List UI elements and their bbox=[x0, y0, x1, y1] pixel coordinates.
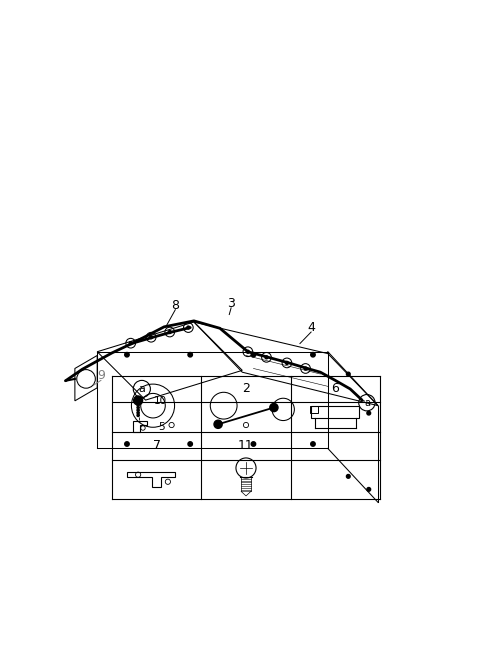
Text: 5: 5 bbox=[158, 422, 165, 432]
Circle shape bbox=[129, 342, 132, 344]
Circle shape bbox=[311, 352, 315, 357]
Circle shape bbox=[214, 420, 222, 428]
Circle shape bbox=[311, 441, 315, 446]
Circle shape bbox=[286, 361, 288, 364]
Circle shape bbox=[137, 409, 139, 411]
Text: 9: 9 bbox=[97, 369, 105, 382]
Circle shape bbox=[168, 331, 171, 333]
Circle shape bbox=[251, 352, 256, 357]
Circle shape bbox=[125, 441, 129, 446]
Circle shape bbox=[270, 403, 278, 411]
Circle shape bbox=[137, 407, 139, 409]
Circle shape bbox=[347, 372, 350, 376]
Circle shape bbox=[137, 414, 139, 417]
Text: 8: 8 bbox=[171, 298, 180, 312]
Text: a: a bbox=[364, 398, 370, 407]
Circle shape bbox=[246, 350, 249, 353]
Text: 7: 7 bbox=[153, 439, 161, 452]
Circle shape bbox=[137, 404, 139, 406]
Circle shape bbox=[367, 487, 371, 491]
Circle shape bbox=[265, 356, 268, 359]
Circle shape bbox=[251, 441, 256, 446]
Text: 2: 2 bbox=[242, 382, 250, 396]
Text: 3: 3 bbox=[227, 297, 235, 310]
Text: a: a bbox=[138, 384, 145, 394]
Circle shape bbox=[188, 441, 192, 446]
Circle shape bbox=[133, 396, 143, 405]
Circle shape bbox=[347, 474, 350, 478]
Circle shape bbox=[304, 367, 307, 370]
Circle shape bbox=[188, 352, 192, 357]
Circle shape bbox=[150, 336, 153, 338]
Text: 10: 10 bbox=[154, 396, 167, 406]
Bar bbox=[310, 407, 318, 413]
Circle shape bbox=[125, 352, 129, 357]
Circle shape bbox=[137, 411, 139, 414]
Circle shape bbox=[187, 326, 190, 329]
Circle shape bbox=[367, 411, 371, 415]
Text: 4: 4 bbox=[307, 321, 315, 334]
Text: 6: 6 bbox=[331, 382, 339, 396]
Text: 11: 11 bbox=[238, 439, 254, 452]
